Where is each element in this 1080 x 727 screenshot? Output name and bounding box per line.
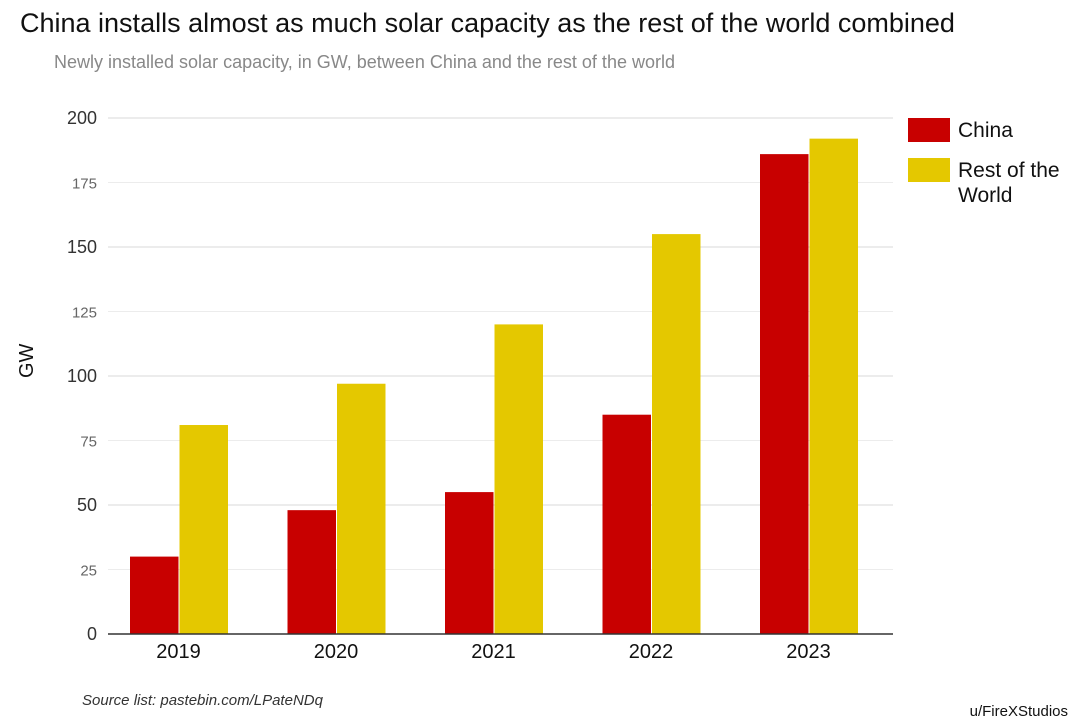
y-tick-label: 0 xyxy=(87,624,97,644)
chart-title: China installs almost as much solar capa… xyxy=(20,8,955,38)
bar-china-2020 xyxy=(287,510,336,634)
bar-rest-of-the-world-2021 xyxy=(494,324,543,634)
y-tick-label: 25 xyxy=(80,563,97,580)
bar-rest-of-the-world-2020 xyxy=(337,383,386,634)
y-tick-label: 175 xyxy=(72,176,97,193)
legend-label-china: China xyxy=(958,119,1013,142)
legend-label-rest-of-world: Rest of the World xyxy=(958,159,1060,207)
bar-rest-of-the-world-2019 xyxy=(179,425,228,634)
bar-china-2021 xyxy=(445,492,494,634)
bar-rest-of-the-world-2022 xyxy=(652,234,701,634)
y-tick-label: 125 xyxy=(72,305,97,322)
y-tick-label: 75 xyxy=(80,434,97,451)
x-tick-label: 2019 xyxy=(156,641,201,663)
bar-china-2023 xyxy=(760,154,809,634)
y-tick-label: 150 xyxy=(67,237,97,257)
source-note: Source list: pastebin.com/LPateNDq xyxy=(82,692,323,709)
x-tick-label: 2023 xyxy=(786,641,831,663)
chart-subtitle: Newly installed solar capacity, in GW, b… xyxy=(54,52,675,72)
legend-swatch-rest-of-world xyxy=(908,158,950,182)
bar-china-2019 xyxy=(130,556,179,634)
legend-swatch-china xyxy=(908,118,950,142)
x-tick-label: 2020 xyxy=(314,641,359,663)
y-tick-label: 50 xyxy=(77,495,97,515)
bar-china-2022 xyxy=(602,414,651,634)
bar-rest-of-the-world-2023 xyxy=(809,138,858,634)
author-credit: u/FireXStudios xyxy=(969,703,1068,720)
legend-item-china: China xyxy=(908,118,1068,143)
y-tick-label: 200 xyxy=(67,108,97,128)
x-tick-label: 2021 xyxy=(471,641,516,663)
y-tick-label: 100 xyxy=(67,366,97,386)
x-tick-label: 2022 xyxy=(629,641,674,663)
legend-item-rest-of-world: Rest of the World xyxy=(908,158,1068,208)
